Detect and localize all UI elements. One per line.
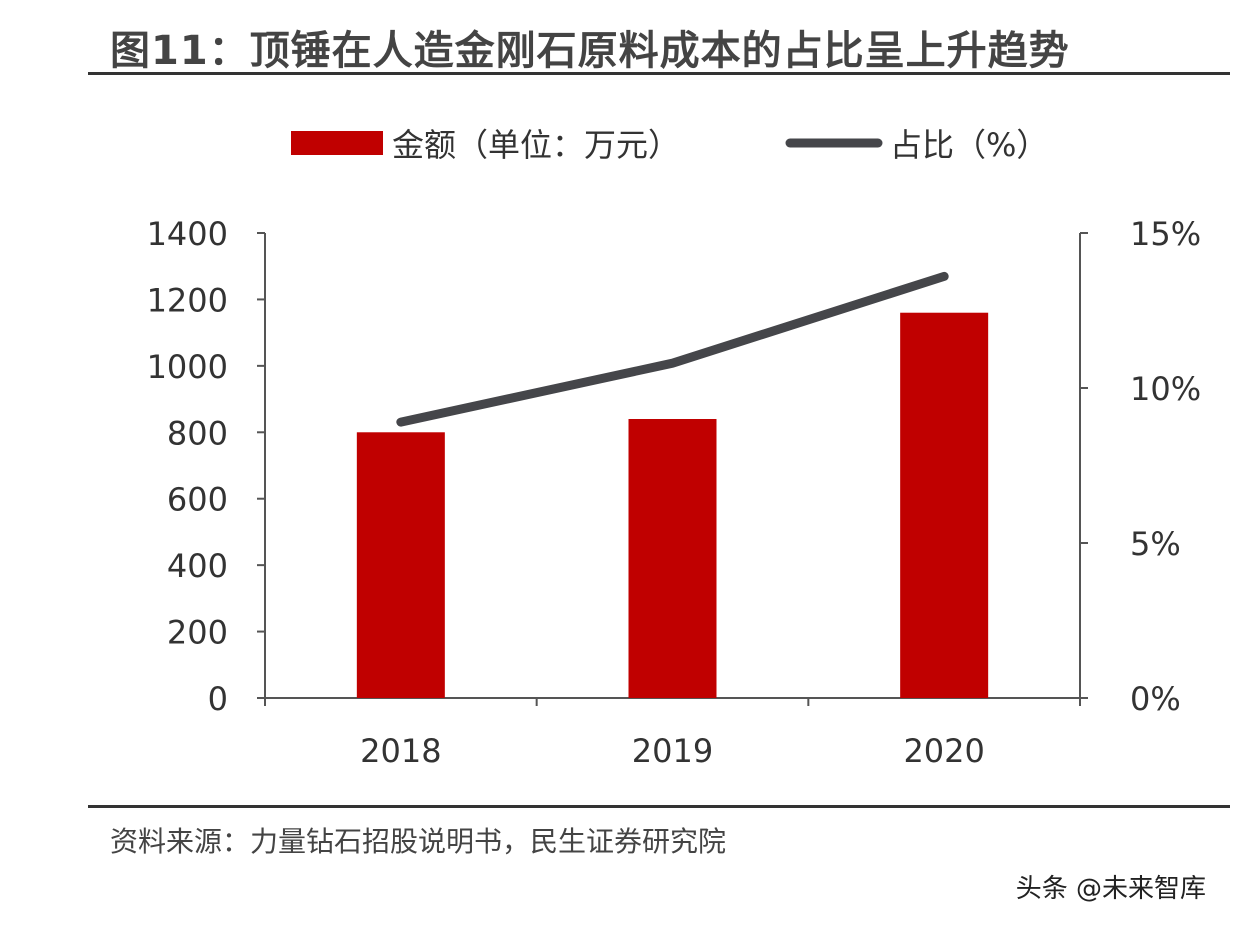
left-tick-label: 1200 (147, 281, 228, 319)
left-tick-label: 1000 (147, 348, 228, 386)
ratio-line (396, 271, 949, 427)
bar-2019 (628, 419, 717, 698)
right-tick-label: 10% (1130, 370, 1201, 408)
right-tick-label: 5% (1130, 525, 1181, 563)
bar-2020 (900, 312, 989, 698)
watermark: 头条 @未来智库 (1015, 874, 1206, 904)
left-tick-label: 200 (167, 614, 228, 652)
right-tick-label: 0% (1130, 680, 1181, 718)
x-tick-label: 2020 (903, 732, 984, 770)
right-tick-label: 15% (1130, 215, 1201, 253)
figure-title: 图11：顶锤在人造金刚石原料成本的占比呈上升趋势 (110, 28, 1070, 74)
x-tick-label: 2018 (360, 732, 441, 770)
left-tick-label: 0 (208, 680, 228, 718)
top-divider (88, 72, 1230, 75)
left-tick-label: 1400 (147, 215, 228, 253)
left-tick-label: 800 (167, 414, 228, 452)
bar-2018 (356, 432, 445, 698)
source-note: 资料来源：力量钻石招股说明书，民生证券研究院 (110, 825, 727, 858)
legend-line-label: 占比（%） (890, 126, 1048, 164)
left-tick-label: 600 (167, 481, 228, 519)
legend-bar-label: 金额（单位：万元） (392, 126, 680, 164)
bottom-divider (88, 805, 1230, 808)
legend-bar-swatch (291, 131, 383, 155)
left-tick-label: 400 (167, 547, 228, 585)
x-tick-label: 2019 (632, 732, 713, 770)
